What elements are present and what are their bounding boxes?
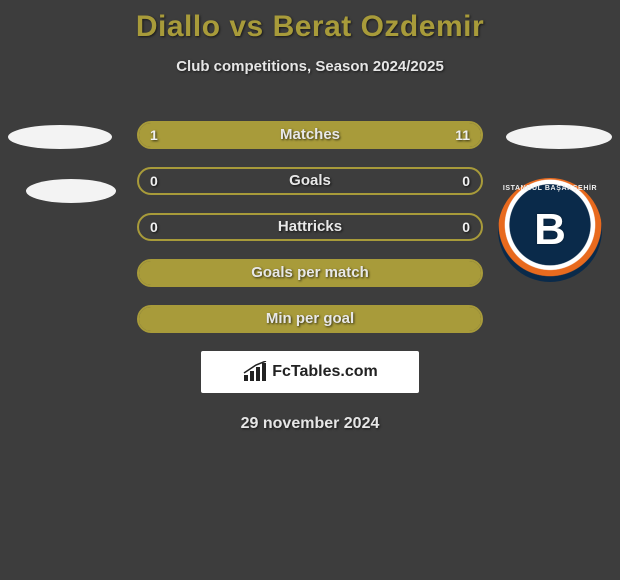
- brand-text: FcTables.com: [272, 363, 378, 381]
- subtitle: Club competitions, Season 2024/2025: [0, 58, 620, 75]
- stat-value-left: 0: [150, 167, 158, 195]
- stat-bar-fill: [139, 307, 481, 331]
- page-title: Diallo vs Berat Ozdemir: [0, 10, 620, 44]
- stat-value-right: 11: [455, 121, 470, 149]
- stat-row: 00Goals: [0, 167, 620, 195]
- stat-bar-fill-right: [168, 123, 482, 147]
- brand-box: FcTables.com: [201, 351, 419, 393]
- stat-bar: [137, 213, 483, 241]
- stat-row: 00Hattricks: [0, 213, 620, 241]
- stat-row: Goals per match: [0, 259, 620, 287]
- stat-value-right: 0: [462, 213, 470, 241]
- stat-rows: 111Matches00Goals00HattricksGoals per ma…: [0, 121, 620, 333]
- stat-bar: [137, 167, 483, 195]
- stat-value-right: 0: [462, 167, 470, 195]
- date-text: 29 november 2024: [0, 415, 620, 433]
- stat-value-left: 1: [150, 121, 158, 149]
- stat-row: 111Matches: [0, 121, 620, 149]
- brand-chart-icon: [242, 361, 268, 383]
- stat-bar-fill: [139, 261, 481, 285]
- stat-bar: [137, 305, 483, 333]
- stat-bar: [137, 259, 483, 287]
- stat-value-left: 0: [150, 213, 158, 241]
- stat-bar: [137, 121, 483, 149]
- stat-row: Min per goal: [0, 305, 620, 333]
